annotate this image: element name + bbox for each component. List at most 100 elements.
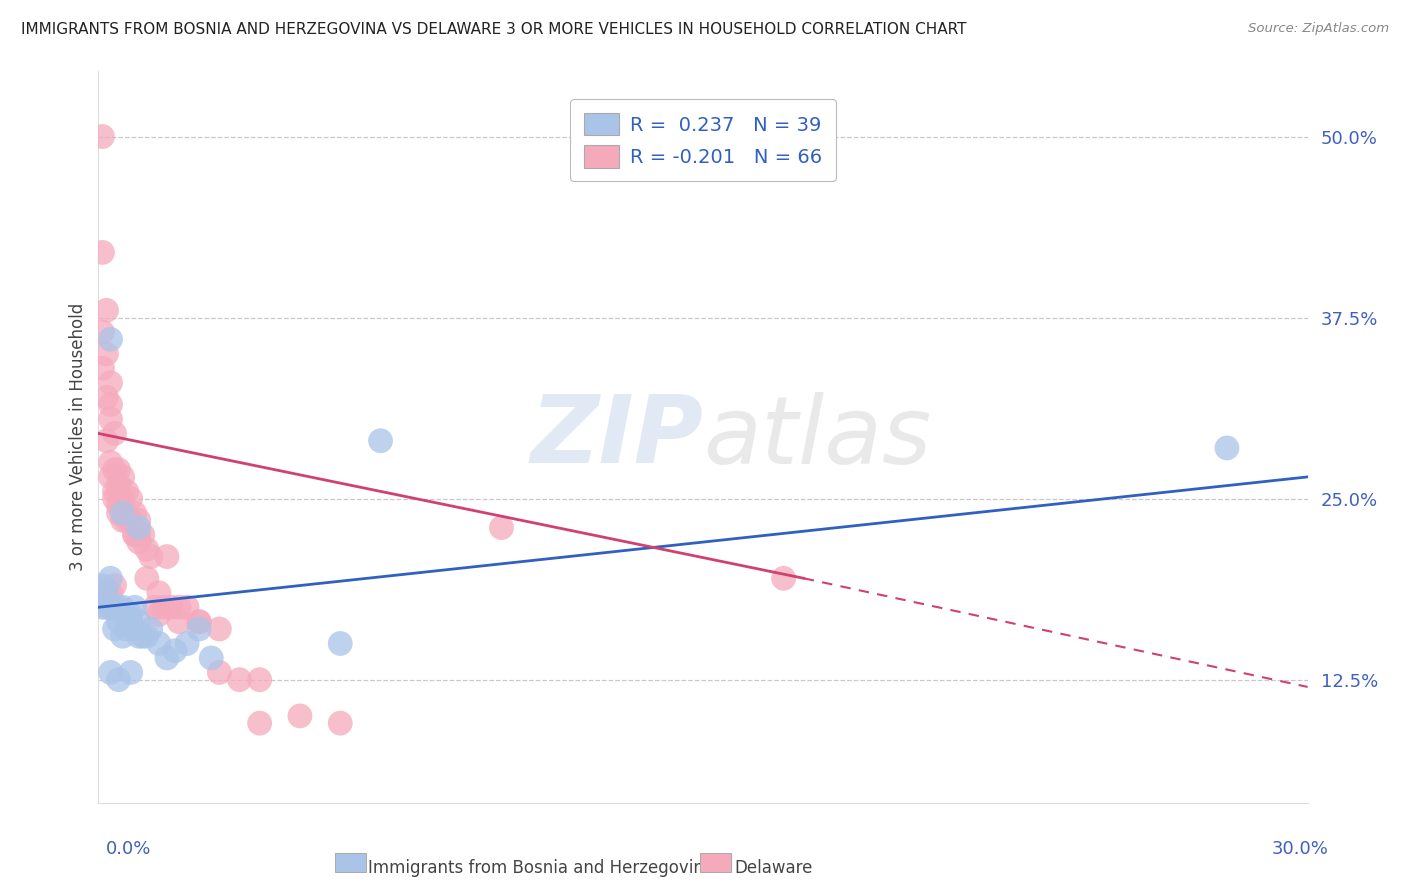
Point <box>128 535 150 549</box>
Point <box>772 571 794 585</box>
Point <box>128 513 150 527</box>
Point <box>100 412 122 426</box>
Point <box>115 607 138 622</box>
Point <box>115 484 138 499</box>
Point <box>100 455 122 469</box>
Point <box>91 578 114 592</box>
Point <box>120 665 142 680</box>
Text: Immigrants from Bosnia and Herzegovina: Immigrants from Bosnia and Herzegovina <box>368 859 714 877</box>
Point <box>111 629 134 643</box>
Text: Source: ZipAtlas.com: Source: ZipAtlas.com <box>1249 22 1389 36</box>
Point <box>148 586 170 600</box>
Point <box>103 426 125 441</box>
Point <box>124 622 146 636</box>
Point <box>176 636 198 650</box>
Point <box>188 615 211 629</box>
Point <box>100 470 122 484</box>
Point <box>111 607 134 622</box>
Point <box>370 434 392 448</box>
Point <box>132 629 155 643</box>
Point <box>120 513 142 527</box>
Point <box>152 600 174 615</box>
Point <box>91 129 114 144</box>
Point <box>96 600 118 615</box>
Point <box>100 586 122 600</box>
Point <box>107 600 129 615</box>
Point <box>115 513 138 527</box>
Point <box>120 491 142 506</box>
Point <box>107 506 129 520</box>
Text: 30.0%: 30.0% <box>1272 840 1329 858</box>
Point <box>135 571 157 585</box>
Point <box>188 615 211 629</box>
Point <box>249 716 271 731</box>
Point <box>100 600 122 615</box>
Point <box>115 622 138 636</box>
Point <box>148 607 170 622</box>
Point <box>96 586 118 600</box>
Point <box>96 347 118 361</box>
Point <box>329 716 352 731</box>
Point <box>107 499 129 513</box>
Point <box>329 636 352 650</box>
Point <box>128 528 150 542</box>
Point <box>124 600 146 615</box>
Point <box>103 484 125 499</box>
Point <box>107 484 129 499</box>
Point <box>167 615 190 629</box>
Point <box>120 513 142 527</box>
Point <box>491 520 513 534</box>
Text: 0.0%: 0.0% <box>105 840 150 858</box>
Point <box>111 506 134 520</box>
Point <box>111 600 134 615</box>
Text: IMMIGRANTS FROM BOSNIA AND HERZEGOVINA VS DELAWARE 3 OR MORE VEHICLES IN HOUSEHO: IMMIGRANTS FROM BOSNIA AND HERZEGOVINA V… <box>21 22 966 37</box>
Point <box>135 542 157 557</box>
Point <box>107 463 129 477</box>
Point <box>103 491 125 506</box>
Point <box>208 665 231 680</box>
Point <box>100 665 122 680</box>
Point <box>200 651 222 665</box>
Point <box>167 600 190 615</box>
Point <box>91 245 114 260</box>
Point <box>1216 441 1239 455</box>
Point <box>124 506 146 520</box>
Point <box>96 434 118 448</box>
Point <box>124 528 146 542</box>
Point <box>96 390 118 404</box>
Point <box>100 397 122 411</box>
Point <box>107 615 129 629</box>
Point <box>128 520 150 534</box>
Point <box>100 332 122 346</box>
Point <box>103 622 125 636</box>
Point <box>96 303 118 318</box>
Legend: R =  0.237   N = 39, R = -0.201   N = 66: R = 0.237 N = 39, R = -0.201 N = 66 <box>569 99 837 181</box>
Point <box>91 325 114 339</box>
Point <box>107 477 129 491</box>
Point <box>143 600 166 615</box>
Point <box>132 528 155 542</box>
Point <box>91 600 114 615</box>
Point <box>107 673 129 687</box>
Point <box>188 622 211 636</box>
Point <box>139 549 162 564</box>
Point <box>139 622 162 636</box>
Point <box>103 463 125 477</box>
Point <box>148 636 170 650</box>
Point <box>120 607 142 622</box>
Y-axis label: 3 or more Vehicles in Household: 3 or more Vehicles in Household <box>69 303 87 571</box>
Point <box>208 622 231 636</box>
Point <box>176 600 198 615</box>
Point <box>288 709 311 723</box>
Point <box>111 491 134 506</box>
Point <box>249 673 271 687</box>
Point <box>100 376 122 390</box>
Point <box>135 629 157 643</box>
Point <box>103 578 125 592</box>
Point <box>160 600 183 615</box>
Point <box>111 470 134 484</box>
Point <box>128 629 150 643</box>
Point <box>91 361 114 376</box>
Point <box>115 506 138 520</box>
Point <box>111 499 134 513</box>
